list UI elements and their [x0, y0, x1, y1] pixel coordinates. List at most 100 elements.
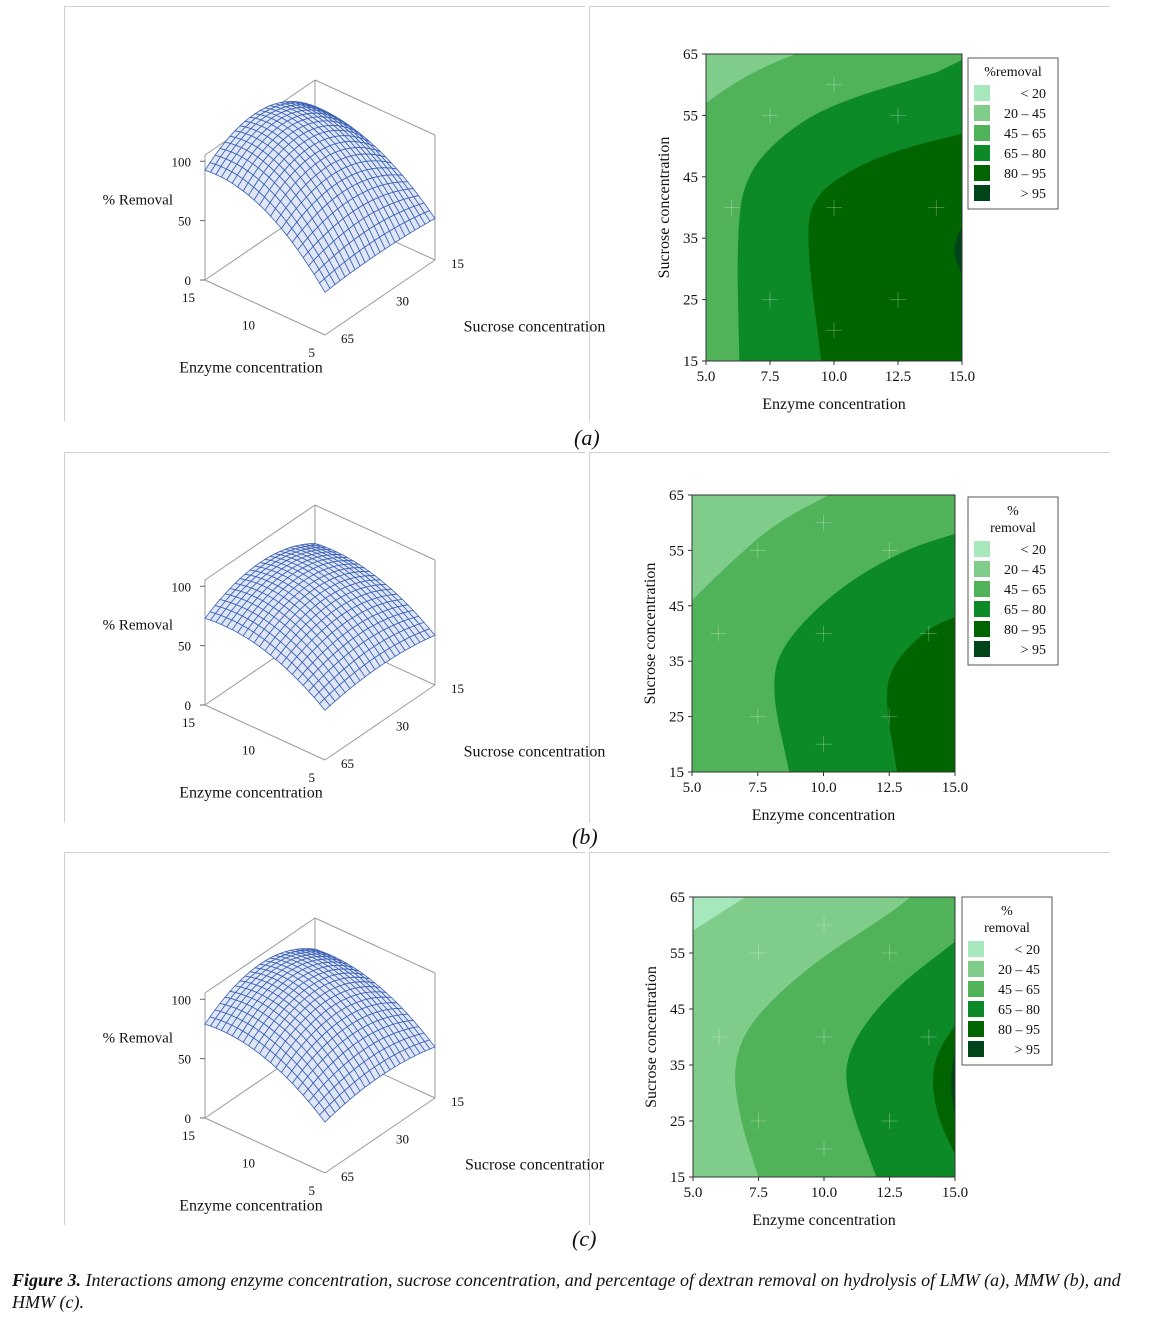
contour-region	[693, 897, 746, 931]
enzyme-tick-label: 10	[242, 743, 255, 758]
y-tick-label: 45	[670, 1002, 685, 1018]
legend-title: %	[1001, 904, 1013, 919]
legend: % removal < 20 20 – 45 45 – 65 65 – 80 80 – 95…	[961, 896, 1053, 1066]
contour-plot: 5.0 7.5 10.0 12.5 15.0 15 25 35 45 55 65 Enzyme con…	[642, 488, 1059, 824]
panel-label: (b)	[572, 824, 598, 849]
legend-item: 65 – 80	[998, 1003, 1040, 1018]
legend-swatch	[974, 185, 990, 201]
y-tick-label: 45	[669, 599, 684, 615]
y-tick-label: 65	[669, 488, 684, 504]
x-axis-label: Enzyme concentration	[752, 807, 896, 824]
y-tick-label: 65	[683, 47, 698, 63]
surface-mesh	[204, 948, 436, 1123]
legend-item: 45 – 65	[1004, 127, 1046, 142]
sucrose-axis-label: Sucrose concentration	[464, 318, 606, 335]
legend-title: %	[1007, 504, 1019, 519]
contour-region	[954, 225, 962, 275]
contour-plot: 5.0 7.5 10.0 12.5 15.0 15 25 35 45 55 65 Enzyme con…	[656, 47, 1059, 413]
contour-plot: 5.0 7.5 10.0 12.5 15.0 15 25 35 45 55 65 Enzyme con…	[643, 890, 1053, 1229]
design-points	[711, 917, 937, 1157]
box-edge	[204, 504, 316, 581]
panel-row-a: 100 50 0% Removal 15 10 5 Enzyme concentration…	[0, 0, 1159, 450]
y-tick-label: 25	[669, 710, 684, 726]
legend-item: < 20	[1021, 543, 1046, 558]
surface-cell	[318, 278, 331, 293]
y-tick-label: 35	[669, 654, 684, 670]
contour-region	[808, 133, 962, 361]
contour-frame	[589, 6, 1110, 421]
sucrose-tick-label: 15	[451, 1094, 464, 1109]
legend-title: removal	[990, 521, 1036, 536]
legend-swatch	[974, 145, 990, 161]
surface-mesh	[204, 542, 436, 711]
x-tick-label: 10.0	[821, 369, 847, 385]
contour-region	[706, 54, 796, 104]
z-axis-label: % Removal	[103, 618, 173, 634]
y-tick-label: 25	[683, 293, 698, 309]
legend-swatch	[968, 1041, 984, 1057]
box-edge	[324, 1097, 436, 1174]
x-tick-label: 12.5	[885, 369, 911, 385]
contour-frame	[589, 852, 1110, 1225]
sucrose-tick-label: 65	[341, 756, 354, 771]
z-tick-label: 50	[178, 214, 191, 229]
y-tick-label: 55	[683, 108, 698, 124]
z-tick-label: 100	[172, 579, 192, 594]
legend-swatch	[974, 105, 990, 121]
x-axis-label: Enzyme concentration	[752, 1212, 896, 1229]
sucrose-axis-label: Sucrose concentration	[464, 743, 606, 760]
enzyme-axis-label: Enzyme concentration	[179, 784, 323, 801]
sucrose-tick-label: 30	[396, 719, 409, 734]
panel-label: (c)	[572, 1226, 597, 1251]
legend-swatch	[968, 1001, 984, 1017]
legend-item: 45 – 65	[998, 983, 1040, 998]
y-axis-label: Sucrose concentration	[642, 563, 659, 705]
box-edge	[314, 79, 436, 136]
legend-item: 45 – 65	[1004, 583, 1046, 598]
z-tick-label: 50	[178, 1052, 191, 1067]
sucrose-tick-label: 15	[451, 681, 464, 696]
legend-swatch	[974, 641, 990, 657]
contour-field	[706, 54, 962, 361]
legend-swatch	[974, 561, 990, 577]
panel-row-b: 100 50 0% Removal 15 10 5 Enzyme concentration…	[64, 452, 1110, 849]
y-tick-label: 55	[670, 946, 685, 962]
enzyme-tick-label: 5	[309, 345, 316, 360]
box-edge	[324, 684, 436, 761]
legend-item: 80 – 95	[1004, 623, 1046, 638]
surface-frame	[64, 852, 585, 1225]
caption-label: Figure 3.	[12, 1270, 82, 1290]
legend-item: 20 – 45	[1004, 563, 1046, 578]
x-axis-label: Enzyme concentration	[762, 396, 906, 413]
surface-cell	[318, 1109, 331, 1123]
legend-item: 20 – 45	[1004, 107, 1046, 122]
x-tick-label: 15.0	[942, 780, 968, 796]
z-tick-label: 0	[185, 1111, 192, 1126]
legend-item: < 20	[1015, 943, 1040, 958]
sucrose-tick-label: 30	[396, 1132, 409, 1147]
legend-swatch	[974, 621, 990, 637]
legend-swatch	[968, 961, 984, 977]
y-tick-label: 15	[683, 354, 698, 370]
box-edge	[204, 917, 316, 994]
legend-swatch	[974, 125, 990, 141]
x-tick-label: 5.0	[697, 369, 716, 385]
y-tick-label: 45	[683, 170, 698, 186]
z-axis-label: % Removal	[103, 1031, 173, 1047]
box-edge	[204, 1117, 326, 1174]
x-tick-label: 10.0	[810, 780, 836, 796]
y-tick-label: 15	[669, 765, 684, 781]
sucrose-tick-label: 65	[341, 1169, 354, 1184]
legend-item: > 95	[1021, 187, 1046, 202]
figure-caption: Figure 3. Interactions among enzyme conc…	[12, 1269, 1152, 1313]
legend-title: %removal	[984, 65, 1042, 80]
box-edge	[314, 504, 436, 561]
x-tick-label: 7.5	[748, 780, 767, 796]
y-tick-label: 15	[670, 1170, 685, 1186]
x-tick-label: 7.5	[761, 369, 780, 385]
legend-title: removal	[984, 921, 1030, 936]
x-tick-label: 5.0	[684, 1185, 703, 1201]
